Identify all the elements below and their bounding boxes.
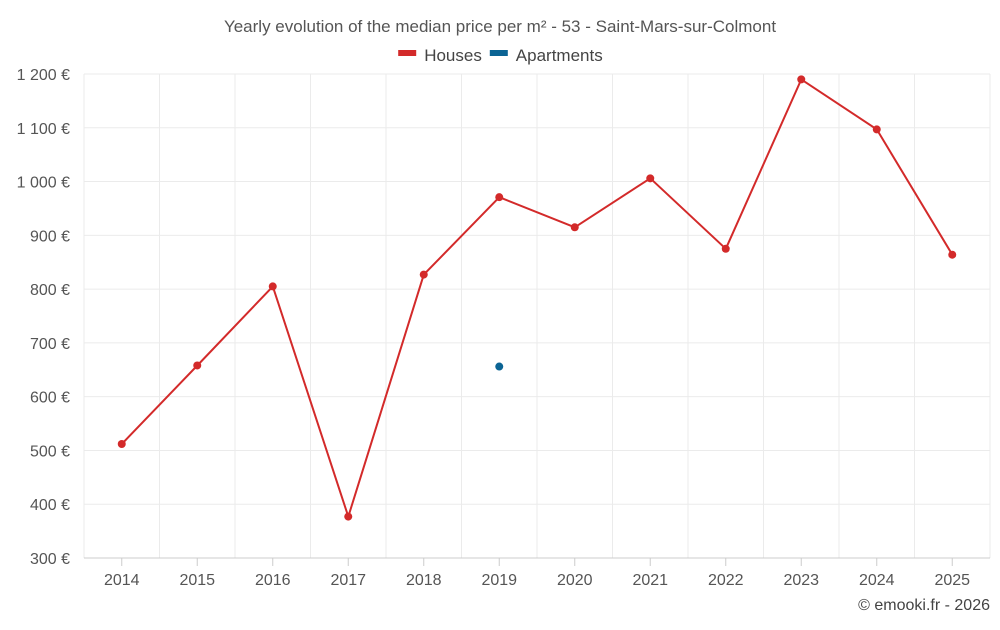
legend-item-apartments[interactable]: Apartments [490, 46, 603, 65]
y-tick-label: 1 100 € [17, 121, 70, 138]
x-tick-label: 2023 [783, 572, 819, 589]
x-tick-label: 2016 [255, 572, 291, 589]
x-tick-label: 2019 [481, 572, 517, 589]
data-point-apartments[interactable] [495, 363, 503, 371]
legend-label: Houses [424, 46, 482, 65]
data-point-houses[interactable] [269, 282, 277, 290]
data-point-houses[interactable] [495, 193, 503, 201]
data-point-houses[interactable] [193, 361, 201, 369]
legend-swatch [398, 50, 416, 56]
x-tick-label: 2025 [934, 572, 970, 589]
y-tick-label: 1 000 € [17, 175, 70, 192]
y-tick-label: 900 € [30, 228, 70, 245]
legend[interactable]: Houses Apartments [398, 46, 603, 65]
x-tick-label: 2018 [406, 572, 442, 589]
data-point-houses[interactable] [873, 125, 881, 133]
line-chart: 300 € 400 € 500 € 600 € 700 € 800 € 900 € 1 000… [0, 0, 1000, 625]
legend-swatch [490, 50, 508, 56]
x-tick-label: 2024 [859, 572, 895, 589]
x-tick-label: 2022 [708, 572, 744, 589]
data-point-houses[interactable] [797, 75, 805, 83]
y-tick-label: 300 € [30, 551, 70, 568]
data-point-houses[interactable] [420, 271, 428, 279]
chart-container: 300 € 400 € 500 € 600 € 700 € 800 € 900 € 1 000… [0, 0, 1000, 625]
y-tick-label: 700 € [30, 336, 70, 353]
x-tick-label: 2017 [330, 572, 366, 589]
legend-label: Apartments [516, 46, 603, 65]
data-point-houses[interactable] [118, 440, 126, 448]
data-point-houses[interactable] [646, 174, 654, 182]
y-tick-label: 600 € [30, 390, 70, 407]
x-tick-label: 2021 [632, 572, 668, 589]
x-tick-label: 2015 [179, 572, 215, 589]
chart-title: Yearly evolution of the median price per… [224, 17, 776, 36]
x-tick-label: 2014 [104, 572, 140, 589]
y-tick-label: 1 200 € [17, 67, 70, 84]
legend-item-houses[interactable]: Houses [398, 46, 482, 65]
data-point-houses[interactable] [344, 513, 352, 521]
x-tick-label: 2020 [557, 572, 593, 589]
data-point-houses[interactable] [722, 245, 730, 253]
chart-credit: © emooki.fr - 2026 [858, 597, 990, 614]
y-tick-label: 400 € [30, 497, 70, 514]
data-point-houses[interactable] [571, 223, 579, 231]
grid [84, 74, 990, 558]
data-point-houses[interactable] [948, 251, 956, 259]
y-tick-label: 800 € [30, 282, 70, 299]
axes: 300 € 400 € 500 € 600 € 700 € 800 € 900 € 1 000… [17, 67, 990, 589]
y-tick-label: 500 € [30, 443, 70, 460]
